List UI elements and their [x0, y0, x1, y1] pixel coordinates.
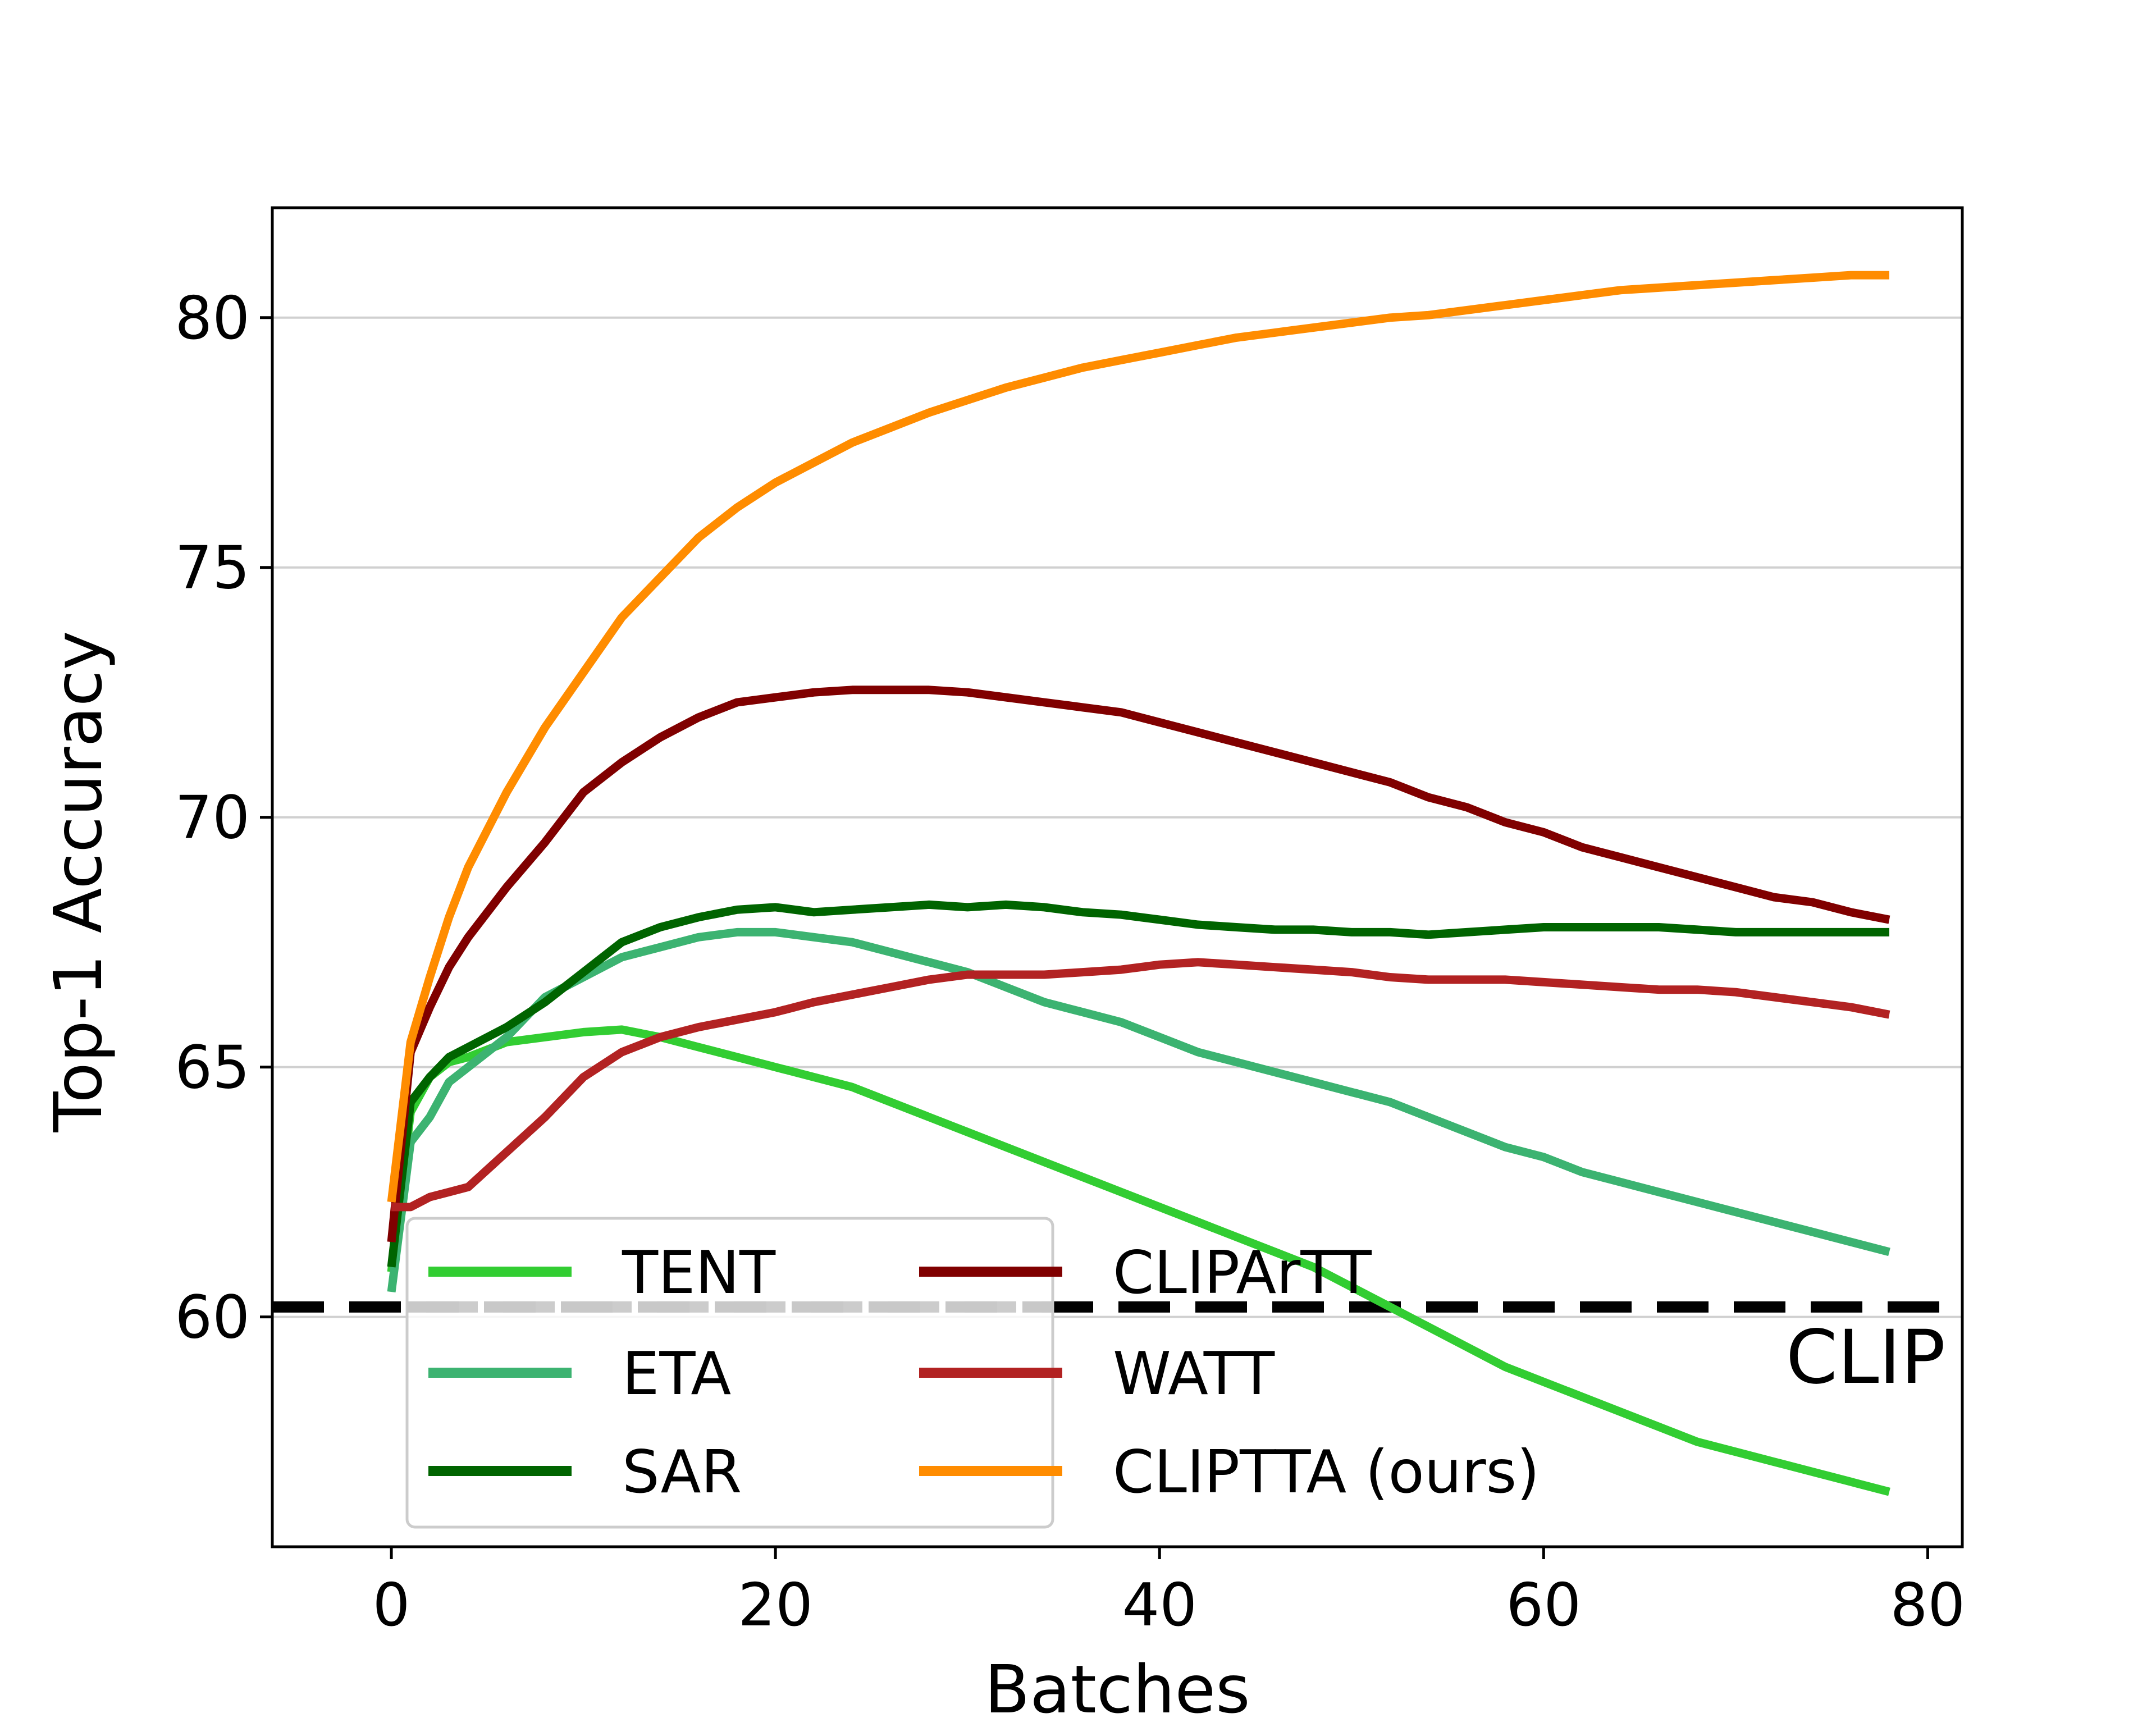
- legend: TENT ETA SAR CLIPArTT WATT CLIPTTA (ours): [405, 1217, 1540, 1529]
- legend-label-clipartt: CLIPArTT: [1113, 1239, 1372, 1307]
- legend-label-sar: SAR: [622, 1438, 742, 1506]
- legend-label-cliptta-ours: CLIPTTA (ours): [1113, 1438, 1540, 1506]
- y-tick-label: 80: [175, 284, 250, 353]
- y-axis-ticks: 60 65 70 75 80: [175, 284, 272, 1352]
- x-axis-ticks: 0 20 40 60 80: [373, 1547, 1966, 1639]
- x-tick-label: 0: [373, 1571, 410, 1639]
- legend-label-watt: WATT: [1113, 1340, 1275, 1408]
- gridlines: [272, 316, 1962, 1318]
- x-axis-title: Batches: [984, 1651, 1250, 1718]
- series-line-tent: [387, 1025, 1890, 1496]
- series-line-cliptta-ours: [387, 271, 1889, 1203]
- legend-label-eta: ETA: [622, 1340, 731, 1408]
- x-tick-label: 20: [738, 1571, 813, 1639]
- axes-frame: [271, 206, 1964, 1548]
- series-line-watt: [391, 958, 1890, 1212]
- series-line-sar: [387, 900, 1889, 1268]
- x-tick-label: 60: [1506, 1571, 1582, 1639]
- legend-label-tent: TENT: [622, 1239, 776, 1307]
- series-line-clipartt: [387, 686, 1890, 1242]
- y-tick-label: 75: [175, 534, 250, 602]
- y-axis-title: Top-1 Accuracy: [39, 630, 117, 1132]
- x-tick-label: 40: [1122, 1571, 1197, 1639]
- x-tick-label: 80: [1890, 1571, 1966, 1639]
- y-tick-label: 65: [175, 1034, 250, 1102]
- clip-baseline-label: CLIP: [1786, 1314, 1945, 1401]
- y-tick-label: 60: [175, 1283, 250, 1352]
- y-tick-label: 70: [175, 784, 250, 852]
- plot-area: [387, 271, 1890, 1496]
